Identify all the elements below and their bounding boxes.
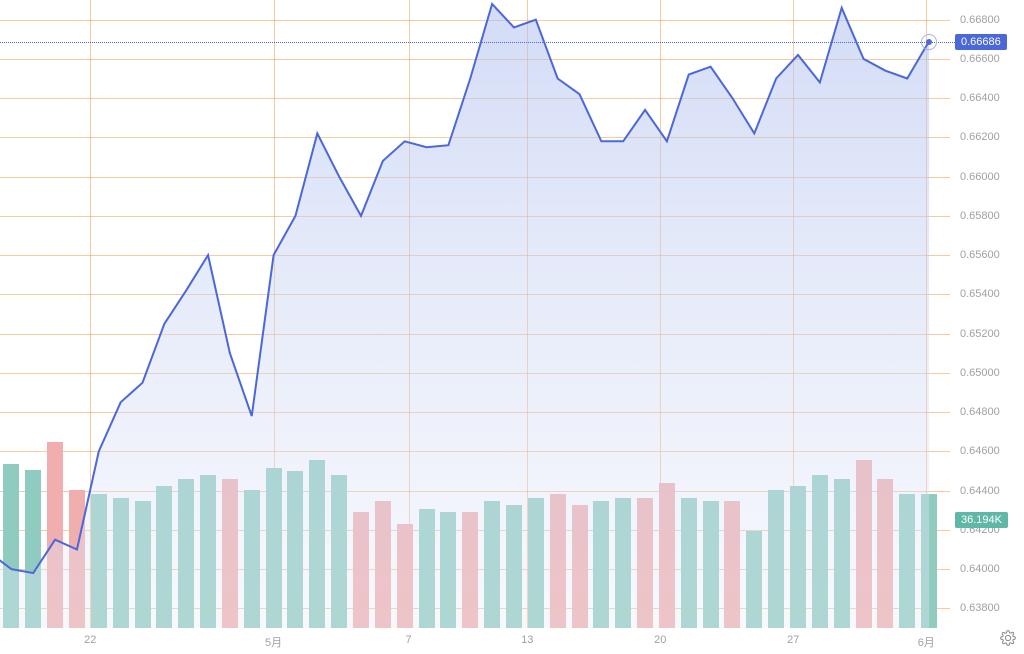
y-axis-label: 0.65800	[960, 210, 1000, 222]
y-axis-label: 0.66800	[960, 14, 1000, 26]
y-axis-label: 0.65400	[960, 288, 1000, 300]
x-axis-label: 7	[405, 634, 411, 646]
y-axis-label: 0.66200	[960, 131, 1000, 143]
x-axis-label: 22	[84, 634, 96, 646]
x-axis-label: 20	[654, 634, 666, 646]
current-price-marker-dot	[926, 39, 932, 45]
y-axis-label: 0.64000	[960, 563, 1000, 575]
y-axis-label: 0.66600	[960, 53, 1000, 65]
x-axis-label: 5月	[265, 634, 282, 650]
y-axis-label: 0.64600	[960, 445, 1000, 457]
price-line-chart	[0, 0, 950, 628]
y-axis-label: 0.66400	[960, 92, 1000, 104]
x-axis-label: 27	[787, 634, 799, 646]
current-price-line	[0, 42, 965, 43]
x-axis-label: 13	[521, 634, 533, 646]
y-axis-label: 0.63800	[960, 602, 1000, 614]
x-axis-label: 6月	[918, 634, 935, 650]
y-axis-label: 0.64800	[960, 406, 1000, 418]
y-axis-label: 0.65200	[960, 328, 1000, 340]
price-chart-area[interactable]	[0, 0, 950, 628]
y-axis-label: 0.65600	[960, 249, 1000, 261]
current-price-flag: 0.66686	[955, 34, 1007, 50]
y-axis-label: 0.65000	[960, 367, 1000, 379]
y-axis-label: 0.64400	[960, 485, 1000, 497]
y-axis-label: 0.66000	[960, 171, 1000, 183]
current-volume-flag: 36.194K	[955, 512, 1008, 528]
settings-icon[interactable]	[1000, 630, 1016, 646]
